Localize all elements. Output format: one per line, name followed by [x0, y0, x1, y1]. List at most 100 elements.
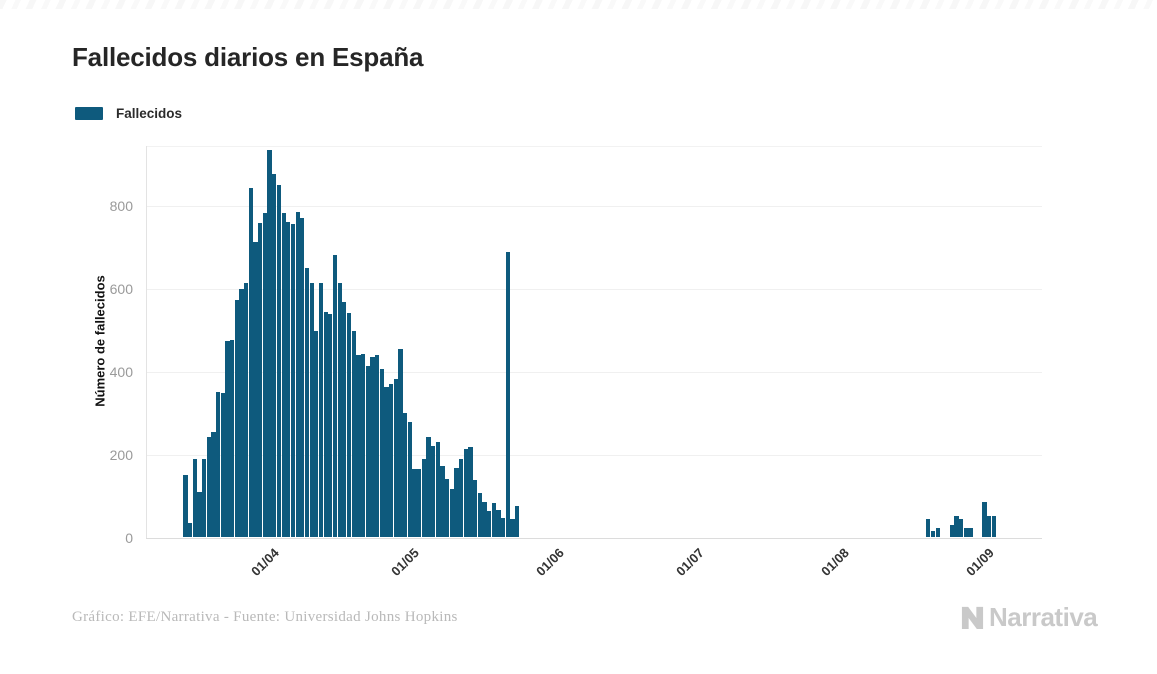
bar-day-43 — [384, 387, 389, 538]
bar-day-34 — [342, 301, 347, 538]
x-tick-label-01-09: 01/09 — [962, 545, 997, 579]
y-tick-label-400: 400 — [109, 363, 133, 380]
legend-label: Fallecidos — [116, 105, 183, 121]
bar-day-50 — [417, 468, 422, 538]
bar-day-53 — [431, 446, 436, 538]
bar-day-1 — [188, 523, 193, 538]
bar-day-172 — [986, 515, 992, 538]
bar-day-2 — [192, 458, 197, 538]
bar-day-61 — [468, 447, 473, 538]
bar-day-35 — [346, 312, 352, 538]
bar-day-17 — [262, 213, 268, 538]
gridline-800 — [146, 206, 1042, 208]
bar-day-19 — [272, 174, 277, 538]
bar-day-171 — [982, 501, 987, 538]
bar-day-15 — [253, 241, 258, 538]
bar-day-40 — [370, 357, 375, 538]
narrativa-wordmark: Narrativa — [989, 602, 1098, 632]
bar-day-25 — [300, 218, 305, 538]
bar-day-6 — [211, 431, 216, 538]
y-tick-label-200: 200 — [109, 446, 133, 463]
bar-day-18 — [267, 150, 272, 538]
bar-day-68 — [501, 518, 506, 538]
x-axis-line — [146, 537, 1042, 539]
bar-day-16 — [258, 222, 263, 538]
bar-day-8 — [220, 393, 226, 538]
bar-day-54 — [435, 441, 440, 538]
bar-day-48 — [407, 421, 412, 538]
bar-day-59 — [459, 459, 464, 538]
bar-day-26 — [304, 267, 310, 538]
bar-day-30 — [323, 311, 328, 538]
x-tick-label-01-08: 01/08 — [818, 545, 852, 579]
bar-day-56 — [445, 478, 450, 538]
bar-day-58 — [454, 467, 459, 538]
bar-day-33 — [337, 283, 342, 538]
bar-day-168 — [968, 527, 973, 538]
bar-day-41 — [374, 355, 380, 538]
gridline-400 — [146, 371, 1042, 373]
gridline-600 — [146, 289, 1042, 291]
bar-day-49 — [412, 468, 417, 538]
y-axis-line — [146, 146, 147, 538]
bar-day-70 — [510, 519, 515, 538]
top-noise-band — [0, 0, 1157, 9]
bar-day-60 — [463, 448, 468, 538]
legend-item-fallecidos[interactable]: Fallecidos — [75, 104, 182, 122]
bar-day-160 — [930, 530, 936, 538]
bar-day-10 — [230, 340, 235, 538]
gridline-200 — [146, 454, 1042, 456]
x-tick-label-01-07: 01/07 — [673, 545, 707, 579]
bar-day-42 — [379, 369, 384, 538]
bar-day-63 — [477, 492, 482, 538]
bar-day-37 — [356, 354, 361, 538]
bar-day-38 — [360, 353, 366, 538]
bar-day-64 — [482, 502, 487, 538]
bar-day-45 — [393, 378, 398, 538]
bar-day-4 — [202, 458, 207, 538]
narrativa-icon — [961, 606, 984, 629]
bar-day-55 — [440, 465, 445, 538]
bar-day-39 — [365, 365, 370, 538]
bar-day-44 — [388, 383, 394, 538]
bar-day-46 — [398, 348, 403, 538]
bar-day-24 — [295, 211, 300, 538]
bar-day-51 — [421, 459, 426, 538]
bar-day-69 — [505, 251, 511, 538]
bar-day-166 — [958, 518, 964, 538]
bar-day-3 — [197, 491, 202, 538]
bar-day-9 — [225, 341, 230, 538]
bar-day-7 — [216, 392, 221, 538]
bar-day-66 — [491, 503, 496, 538]
bar-day-32 — [332, 254, 338, 538]
y-tick-label-600: 600 — [109, 281, 133, 298]
bar-day-27 — [309, 283, 314, 538]
bar-day-165 — [954, 516, 959, 538]
bar-day-57 — [449, 488, 454, 538]
bar-day-5 — [206, 437, 211, 538]
bar-day-159 — [926, 518, 931, 538]
bar-day-22 — [286, 222, 291, 538]
bar-day-36 — [351, 330, 356, 538]
bar-day-167 — [963, 527, 968, 538]
bar-day-23 — [290, 223, 296, 538]
y-tick-label-0: 0 — [125, 529, 133, 546]
bar-day-0 — [183, 475, 188, 538]
bar-day-31 — [328, 313, 333, 538]
page-title: Fallecidos diarios en España — [72, 42, 424, 72]
bar-day-52 — [426, 436, 431, 538]
plot-top-border — [146, 146, 1042, 147]
bar-day-13 — [244, 282, 249, 538]
credit-text: Gráfico: EFE/Narrativa - Fuente: Univers… — [72, 609, 458, 625]
legend-swatch — [75, 106, 103, 120]
bar-day-161 — [935, 528, 940, 538]
x-tick-label-01-06: 01/06 — [533, 545, 567, 579]
narrativa-logo: Narrativa — [960, 602, 1098, 632]
bar-day-29 — [318, 283, 324, 538]
bar-day-14 — [248, 187, 254, 538]
bar-day-62 — [473, 479, 478, 538]
bar-day-12 — [239, 289, 244, 538]
bar-day-11 — [234, 299, 240, 538]
